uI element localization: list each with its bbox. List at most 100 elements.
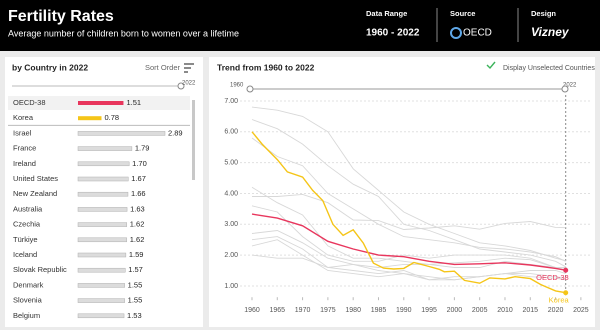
category-label: New Zealand [13, 189, 57, 198]
data-range: 1960 - 2022 [366, 28, 420, 39]
panel-title: Trend from 1960 to 2022 [217, 62, 315, 72]
x-tick-label: 2015 [522, 307, 538, 314]
category-label: Iceland [13, 250, 37, 259]
toggle-label[interactable]: Display Unselected Countries [503, 65, 595, 72]
subtitle: Average number of children born to women… [8, 28, 239, 38]
category-label: Denmark [13, 280, 44, 289]
y-tick-label: 4.00 [224, 190, 238, 197]
slider-end: 2022 [563, 83, 577, 89]
value-label: 1.51 [126, 98, 141, 107]
value-label: 2.89 [168, 128, 183, 137]
background-line [251, 254, 566, 281]
slider-handle[interactable] [561, 85, 569, 93]
value-label: 1.53 [127, 311, 142, 320]
header-bar [0, 0, 600, 51]
scrollbar[interactable] [192, 100, 195, 180]
background-line [251, 119, 566, 268]
value-label: 1.59 [129, 250, 144, 259]
bar [77, 222, 128, 227]
x-tick-label: 2005 [472, 307, 488, 314]
design-label: Design [531, 9, 556, 18]
source: OECD [463, 28, 492, 39]
bar [77, 161, 130, 167]
category-label: Australia [13, 204, 43, 213]
y-tick-label: 6.00 [224, 129, 238, 136]
value-label: 1.79 [135, 144, 150, 153]
background-line [251, 106, 566, 262]
category-label: Belgium [13, 311, 40, 320]
y-tick-label: 3.00 [224, 221, 238, 228]
value-label: 1.66 [131, 189, 146, 198]
value-label: 1.55 [128, 296, 143, 305]
x-tick-label: 1995 [421, 307, 437, 314]
x-tick-label: 1965 [269, 307, 285, 314]
category-label: OECD-38 [13, 98, 46, 107]
end-point [563, 290, 569, 296]
source-label: Source [450, 9, 475, 18]
category-label: Korea [13, 113, 34, 122]
bar [77, 283, 125, 288]
x-tick-label: 1960 [244, 307, 260, 314]
checkmark[interactable] [486, 61, 496, 70]
x-tick-label: 1990 [396, 307, 412, 314]
category-label: Ireland [13, 159, 36, 168]
value-label: 1.63 [130, 204, 145, 213]
background-line [252, 193, 566, 230]
background-line [251, 230, 566, 271]
background-line [251, 137, 566, 262]
x-tick-label: 2000 [447, 307, 463, 314]
bar [77, 298, 125, 303]
slider-start: 1960 [230, 83, 244, 89]
x-tick-label: 1980 [345, 307, 361, 314]
bar [77, 207, 128, 212]
slider-handle[interactable] [246, 85, 254, 93]
y-tick-label: 1.00 [224, 283, 238, 290]
oecd-logo [450, 27, 462, 39]
x-tick-label: 1975 [320, 307, 336, 314]
value-label: 1.55 [128, 280, 143, 289]
series-line [251, 213, 566, 271]
y-tick-label: 5.00 [224, 159, 238, 166]
sort-order[interactable]: Sort Order [145, 63, 181, 72]
category-label: United States [13, 174, 58, 183]
y-tick-label: 2.00 [224, 252, 238, 259]
bar [77, 176, 129, 182]
value-label: 1.62 [130, 220, 145, 229]
value-label: 1.57 [128, 265, 143, 274]
value-label: 1.62 [130, 235, 145, 244]
category-label: Israel [13, 128, 32, 137]
end-point [563, 267, 569, 273]
category-label: Czechia [13, 220, 41, 229]
value-label: 1.70 [132, 159, 147, 168]
value-label: 1.67 [131, 174, 146, 183]
bar [78, 101, 124, 105]
series-line [251, 131, 566, 294]
background-line [251, 205, 566, 268]
category-label: Slovak Republic [13, 265, 67, 274]
series-label: OECD-38 [536, 273, 569, 282]
bar [77, 313, 125, 319]
category-label: France [13, 144, 36, 153]
x-tick-label: 1985 [371, 307, 387, 314]
bar [77, 237, 128, 243]
design: Vizney [531, 25, 570, 39]
bar [77, 146, 133, 151]
x-tick-label: 2020 [548, 307, 564, 314]
panel-title: by Country in 2022 [12, 62, 88, 72]
data-range-label: Data Range [366, 9, 407, 18]
title: Fertility Rates [8, 8, 114, 25]
bar [77, 267, 126, 273]
slider-handle[interactable] [177, 82, 185, 90]
sort-icon[interactable] [184, 63, 194, 73]
x-tick-label: 2025 [573, 307, 589, 314]
bar [78, 116, 102, 121]
bar [77, 252, 127, 258]
x-tick-label: 2010 [497, 307, 513, 314]
series-label: Korea [549, 296, 570, 305]
slider-label: 2022 [182, 81, 196, 87]
category-label: Türkiye [13, 235, 38, 244]
right-panel [209, 57, 595, 327]
y-tick-label: 7.00 [224, 98, 238, 105]
